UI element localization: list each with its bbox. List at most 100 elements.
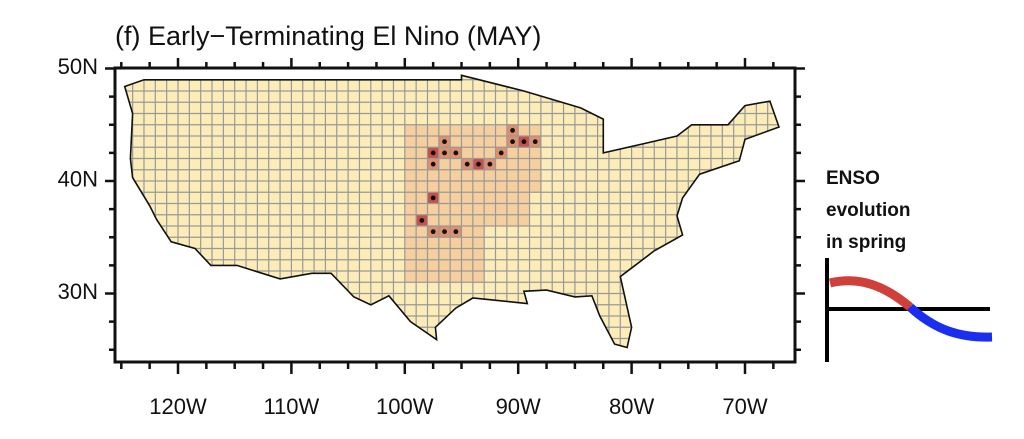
grid-cell (461, 248, 473, 260)
grid-cell (427, 203, 439, 215)
grid-cell (450, 271, 462, 283)
grid-cell (416, 136, 428, 148)
grid-cell (518, 147, 530, 159)
grid-cell (495, 136, 507, 148)
grid-cell (450, 181, 462, 193)
grid-cell (472, 259, 485, 271)
grid-cell (438, 124, 451, 136)
grid-cell (506, 169, 519, 181)
grid-cell (450, 169, 462, 181)
grid-cell (506, 192, 519, 204)
grid-cell (461, 214, 473, 226)
grid-cell (450, 259, 462, 271)
grid-cell (416, 203, 428, 215)
grid-cell (484, 192, 496, 204)
grid-cell (427, 248, 439, 260)
grid-cell (404, 237, 417, 249)
lat-label: 30N (58, 279, 98, 304)
grid-cell (495, 192, 507, 204)
grid-cell (450, 248, 462, 260)
grid-cell (438, 158, 451, 170)
grid-cell (427, 259, 439, 271)
grid-cell (427, 181, 439, 193)
map-frame (113, 66, 797, 364)
grid-cell (529, 124, 541, 136)
grid-cell (518, 214, 530, 226)
grid-cell (518, 169, 530, 181)
grid-cell (438, 259, 451, 271)
significance-dot (430, 195, 436, 201)
grid-cell (416, 147, 428, 159)
significance-dot (521, 139, 527, 145)
grid-cell (427, 169, 439, 181)
grid-cell (484, 147, 496, 159)
significance-dot (498, 150, 504, 156)
grid-cell (484, 124, 496, 136)
inset-label: ENSO (826, 168, 880, 189)
grid-cell (404, 203, 417, 215)
grid-cell (461, 226, 473, 238)
grid-cell (495, 203, 507, 215)
grid-cell (529, 181, 541, 193)
significance-dot (453, 229, 459, 235)
grid-cell (404, 136, 417, 148)
grid-cell (529, 169, 541, 181)
significance-dot (430, 229, 436, 235)
grid-cell (438, 214, 451, 226)
grid-cell (472, 169, 485, 181)
la-nina-phase (906, 303, 993, 342)
lon-label: 120W (149, 394, 207, 419)
grid-cell (461, 181, 473, 193)
grid-cell (518, 158, 530, 170)
grid-cell (518, 192, 530, 204)
grid-cell (506, 158, 519, 170)
grid-cell (416, 124, 428, 136)
grid-cell (518, 181, 530, 193)
grid-cell (450, 203, 462, 215)
grid-cell (416, 169, 428, 181)
grid-cell (461, 203, 473, 215)
grid-cell (461, 271, 473, 283)
grid-cell (484, 203, 496, 215)
lon-label: 70W (722, 394, 767, 419)
grid-cell (438, 169, 451, 181)
grid-cell (472, 192, 485, 204)
grid-cell (416, 226, 428, 238)
grid-cell (472, 237, 485, 249)
grid-cell (427, 214, 439, 226)
grid-cell (484, 136, 496, 148)
grid-cell (404, 192, 417, 204)
grid-cell (495, 158, 507, 170)
lat-label: 40N (58, 166, 98, 191)
grid-cell (450, 237, 462, 249)
grid-cell (416, 271, 428, 283)
grid-cell (529, 147, 541, 159)
significance-dot (430, 161, 436, 167)
grid-cell (416, 259, 428, 271)
grid-cell (484, 169, 496, 181)
grid-cell (472, 214, 485, 226)
grid-cell (461, 169, 473, 181)
significance-dot (487, 161, 493, 167)
grid-cell (484, 214, 496, 226)
grid-cell (472, 203, 485, 215)
grid-cell (472, 271, 485, 283)
grid-cell (495, 169, 507, 181)
grid-cell (461, 147, 473, 159)
grid-cell (404, 169, 417, 181)
grid-cell (416, 181, 428, 193)
significance-dot (453, 150, 459, 156)
grid-cell (427, 237, 439, 249)
grid-cell (506, 181, 519, 193)
grid-cell (438, 192, 451, 204)
lon-label: 80W (609, 394, 654, 419)
grid-cell (450, 136, 462, 148)
map-area (123, 74, 781, 349)
grid-cell (461, 259, 473, 271)
grid-cell (472, 124, 485, 136)
grid-cell (495, 181, 507, 193)
grid-cell (404, 248, 417, 260)
grid-cell (427, 136, 439, 148)
grid-cell (484, 181, 496, 193)
